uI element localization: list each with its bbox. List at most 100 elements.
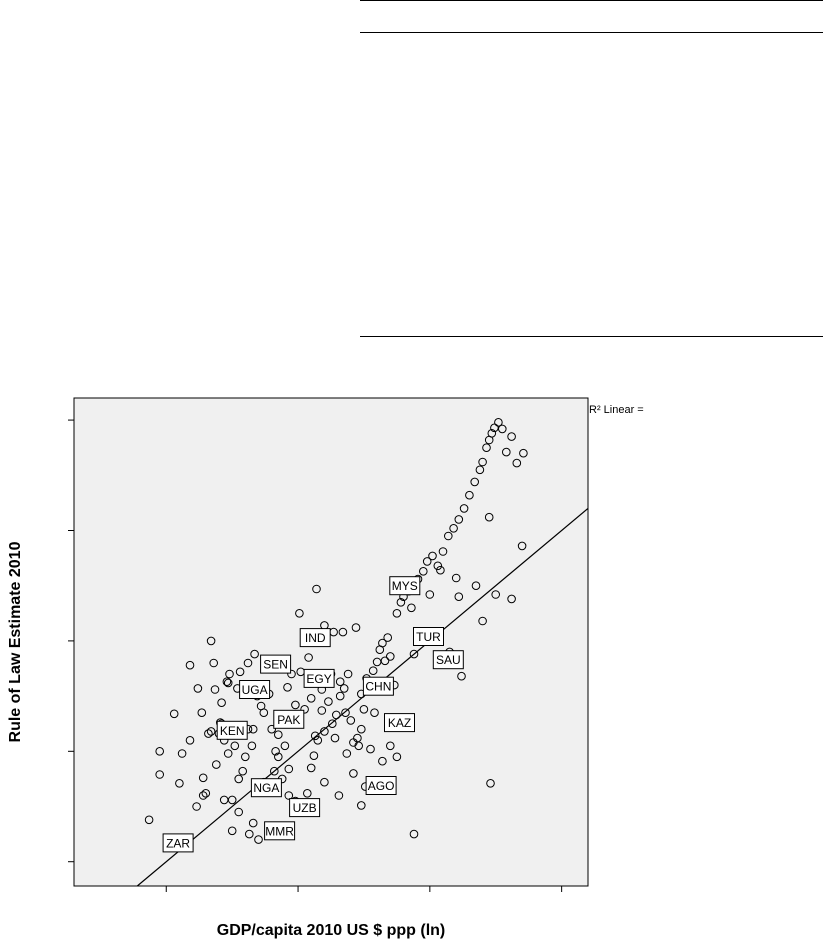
point-label-box <box>162 833 194 853</box>
data-point <box>243 658 253 668</box>
data-point <box>338 627 348 637</box>
data-point <box>407 603 416 613</box>
data-point <box>392 609 402 618</box>
point-label-mmr: MMR <box>264 821 296 841</box>
data-point <box>144 815 154 825</box>
point-label-zar: ZAR <box>162 833 194 853</box>
data-point <box>306 763 316 773</box>
y-axis-title: Rule of Law Estimate 2010 <box>7 541 24 742</box>
data-point <box>267 724 277 734</box>
data-point <box>433 561 443 571</box>
point-label-box <box>365 776 397 795</box>
data-point <box>368 666 378 676</box>
data-point <box>422 557 432 566</box>
data-point <box>425 590 435 599</box>
data-point <box>343 669 353 679</box>
data-point <box>169 709 179 719</box>
data-point <box>335 691 345 701</box>
data-point <box>438 547 448 556</box>
data-point <box>354 741 364 751</box>
point-label-text: TUR <box>416 630 441 644</box>
data-point <box>459 504 469 513</box>
point-label-box <box>303 668 335 688</box>
data-point <box>449 524 458 533</box>
data-point <box>155 770 164 779</box>
data-point <box>409 829 419 839</box>
data-point <box>280 741 290 751</box>
data-point <box>234 774 243 784</box>
top-rule-2 <box>360 32 823 33</box>
point-label-text: KAZ <box>388 716 411 730</box>
point-label-box <box>432 650 464 670</box>
point-label-sen: SEN <box>260 654 292 674</box>
data-point <box>328 719 337 729</box>
data-point <box>210 685 220 694</box>
data-point <box>227 795 237 805</box>
point-label-box <box>273 709 305 729</box>
r2-label: R² Linear = <box>589 404 644 416</box>
data-point <box>359 705 369 714</box>
data-point <box>436 565 445 575</box>
point-label-chn: CHN <box>362 676 394 696</box>
data-point <box>155 747 164 756</box>
data-point <box>507 594 516 604</box>
point-label-tur: TUR <box>413 627 444 646</box>
data-point <box>295 609 304 618</box>
data-point <box>487 429 497 438</box>
data-point <box>197 708 207 718</box>
point-label-text: SEN <box>263 658 288 672</box>
point-label-pak: PAK <box>273 709 305 729</box>
point-label-ind: IND <box>299 628 331 648</box>
data-point <box>234 807 243 817</box>
data-point <box>428 551 437 561</box>
data-point <box>193 684 203 693</box>
data-point <box>383 633 393 642</box>
point-label-box <box>389 576 421 596</box>
data-point <box>177 749 187 758</box>
data-point <box>198 773 208 783</box>
data-point <box>465 490 474 500</box>
data-point <box>320 727 329 736</box>
data-point <box>300 705 309 714</box>
data-point <box>227 826 237 836</box>
data-point <box>206 727 216 736</box>
point-label-text: MMR <box>265 824 294 838</box>
data-point <box>335 677 345 687</box>
axis-ticks <box>68 419 563 892</box>
data-point <box>396 598 406 607</box>
data-point <box>419 567 428 576</box>
data-point <box>291 700 300 710</box>
table-bottom-rule <box>360 336 823 337</box>
data-point <box>250 649 259 659</box>
data-point <box>342 749 352 758</box>
data-point <box>245 829 254 839</box>
data-point <box>274 752 283 762</box>
data-point <box>334 791 344 800</box>
data-point <box>303 789 312 798</box>
point-label-box <box>216 720 248 740</box>
point-label-box <box>239 680 271 699</box>
data-point <box>209 658 218 668</box>
data-point <box>225 669 234 679</box>
data-point <box>378 638 387 648</box>
data-point <box>366 744 375 754</box>
data-point <box>482 443 491 453</box>
data-point <box>409 649 419 659</box>
point-label-kaz: KAZ <box>384 713 415 733</box>
point-label-text: CHN <box>365 680 391 694</box>
data-point <box>223 678 233 688</box>
data-point <box>185 660 195 670</box>
data-point <box>185 736 195 745</box>
data-point <box>247 741 257 751</box>
data-point <box>512 458 522 468</box>
data-point <box>212 760 221 769</box>
data-point <box>380 656 390 666</box>
data-point <box>309 751 319 761</box>
data-point <box>317 706 327 715</box>
data-point <box>494 418 503 427</box>
data-point <box>357 801 366 810</box>
point-label-mys: MYS <box>389 576 421 596</box>
data-point <box>217 698 226 708</box>
point-label-egy: EGY <box>303 668 335 688</box>
